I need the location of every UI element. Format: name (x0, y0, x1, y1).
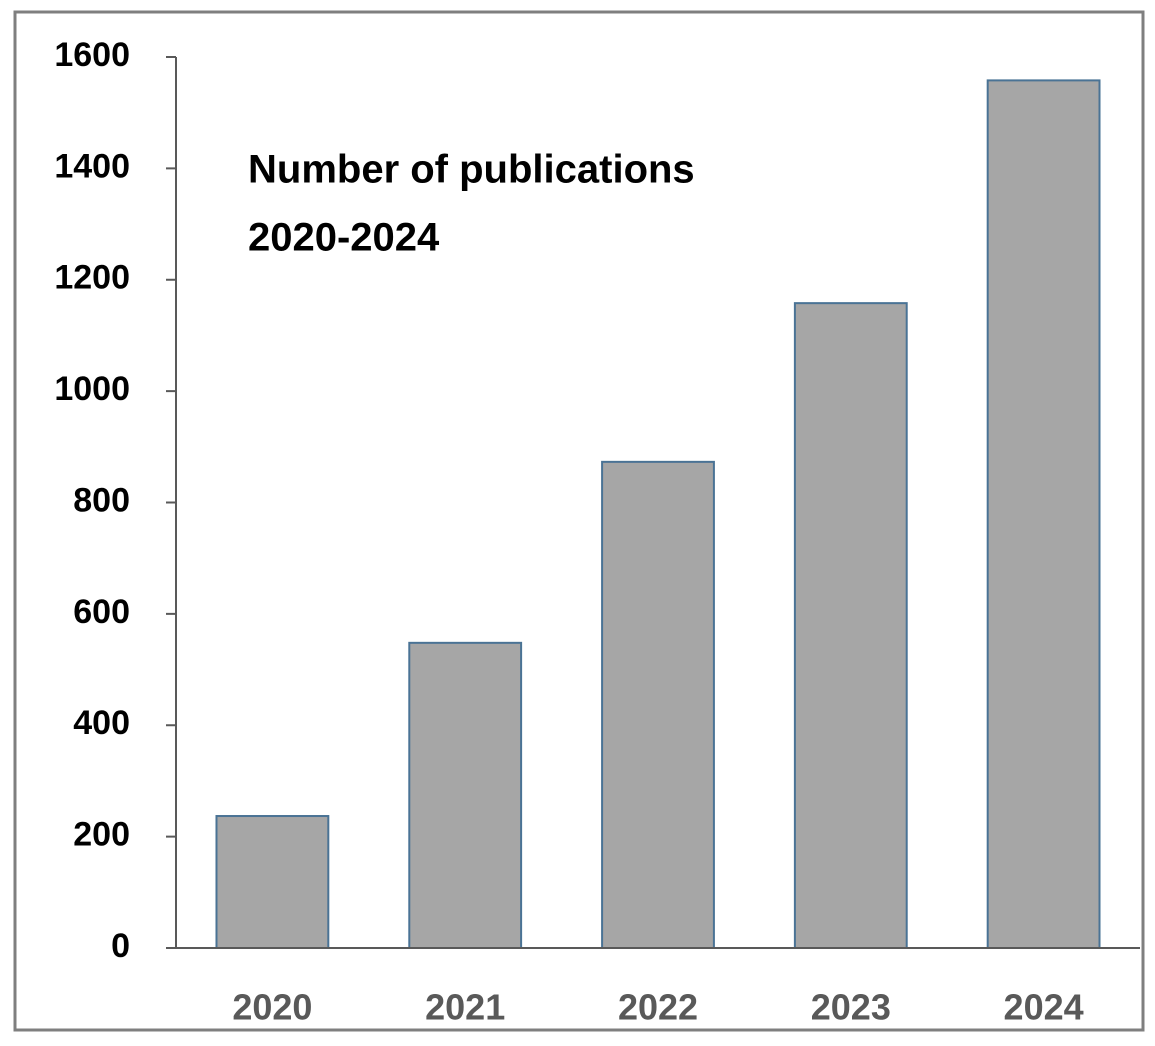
x-tick-label: 2023 (811, 987, 891, 1028)
y-tick-label: 0 (111, 927, 130, 965)
y-tick-label: 800 (73, 481, 130, 519)
x-tick-label: 2022 (618, 987, 698, 1028)
y-tick-label: 200 (73, 816, 130, 854)
y-tick-label: 1600 (54, 36, 130, 74)
chart-title: Number of publications (248, 148, 695, 192)
y-tick-label: 1000 (54, 370, 130, 408)
bar (408, 641, 523, 950)
bar (601, 460, 715, 949)
chart-title: 2020-2024 (248, 216, 440, 260)
x-tick-label: 2020 (232, 987, 312, 1028)
y-tick-label: 1200 (54, 259, 130, 297)
y-tick-label: 1400 (54, 147, 130, 185)
bar (986, 79, 1101, 950)
y-tick-label: 400 (73, 704, 130, 742)
x-tick-label: 2024 (1004, 987, 1084, 1028)
frame (13, 10, 1145, 1032)
y-tick-label: 600 (73, 593, 130, 631)
bar (793, 302, 908, 950)
bar (215, 815, 330, 949)
x-tick-label: 2021 (425, 987, 505, 1028)
